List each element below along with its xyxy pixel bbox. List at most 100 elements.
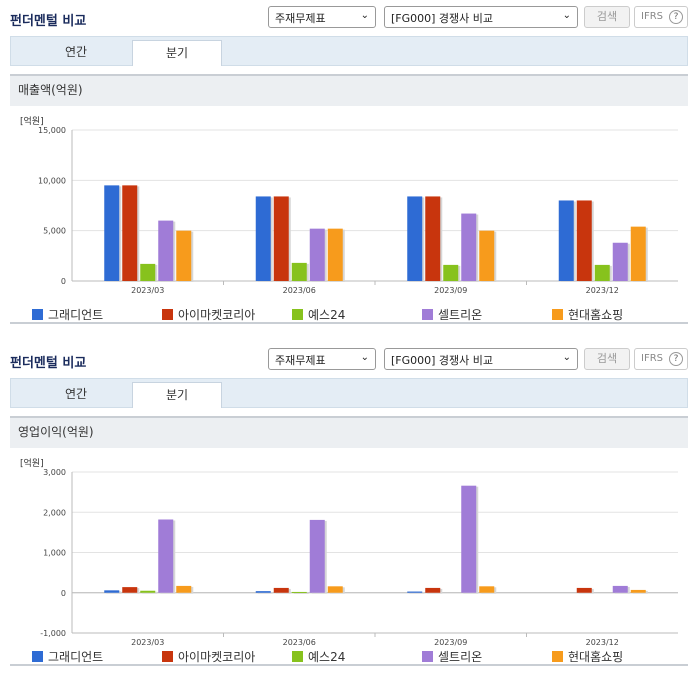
bar bbox=[461, 213, 477, 281]
x-tick-label: 2023/09 bbox=[434, 286, 467, 295]
legend-label: 예스24 bbox=[308, 308, 346, 322]
ifrs-button[interactable]: IFRS ? bbox=[634, 6, 688, 28]
section-header: 펀더멘털 비교 주재무제표 ⌄ [FG000] 경쟁사 비교 ⌄ 검색 IFRS… bbox=[0, 342, 696, 378]
section-revenue: 펀더멘털 비교 주재무제표 ⌄ [FG000] 경쟁사 비교 ⌄ 검색 IFRS… bbox=[0, 0, 696, 324]
ifrs-button[interactable]: IFRS ? bbox=[634, 348, 688, 370]
bar bbox=[104, 590, 120, 593]
theme-select[interactable]: 주재무제표 ⌄ bbox=[268, 348, 376, 370]
theme-select-value: 주재무제표 bbox=[275, 354, 326, 367]
tab-quarterly[interactable]: 분기 bbox=[132, 40, 222, 66]
help-icon[interactable]: ? bbox=[669, 10, 683, 24]
x-tick-label: 2023/12 bbox=[586, 638, 619, 646]
chart-legend: 그래디언트 아이마켓코리아 예스24 셀트리온 현대홈쇼핑 bbox=[10, 646, 688, 666]
bar bbox=[176, 230, 192, 281]
y-tick-label: 0 bbox=[61, 277, 66, 286]
theme-select[interactable]: 주재무제표 ⌄ bbox=[268, 6, 376, 28]
bar bbox=[273, 587, 289, 593]
section-title: 펀더멘털 비교 bbox=[10, 14, 87, 29]
section-title: 펀더멘털 비교 bbox=[10, 356, 87, 371]
bar bbox=[425, 196, 441, 281]
bar bbox=[327, 228, 343, 281]
ifrs-label: IFRS bbox=[641, 11, 663, 22]
legend-item[interactable]: 아이마켓코리아 bbox=[162, 306, 255, 323]
chevron-down-icon: ⌄ bbox=[360, 352, 369, 363]
y-tick-label: 3,000 bbox=[43, 468, 66, 477]
bar bbox=[594, 264, 610, 281]
bar bbox=[558, 200, 574, 281]
bar bbox=[291, 591, 307, 593]
legend-item[interactable]: 아이마켓코리아 bbox=[162, 648, 255, 665]
legend-swatch bbox=[292, 309, 303, 320]
bar bbox=[407, 196, 423, 281]
unit-label: [억원] bbox=[20, 457, 44, 469]
section-operating-profit: 펀더멘털 비교 주재무제표 ⌄ [FG000] 경쟁사 비교 ⌄ 검색 IFRS… bbox=[0, 342, 696, 666]
bar bbox=[407, 591, 423, 593]
legend-swatch bbox=[552, 309, 563, 320]
legend-item[interactable]: 그래디언트 bbox=[32, 648, 103, 665]
chart-title: 영업이익(억원) bbox=[10, 416, 688, 448]
y-tick-label: 15,000 bbox=[38, 126, 66, 135]
bar bbox=[273, 196, 289, 281]
bar bbox=[291, 262, 307, 281]
bar bbox=[309, 228, 325, 281]
bar bbox=[425, 587, 441, 593]
bar bbox=[576, 587, 592, 593]
search-button[interactable]: 검색 bbox=[584, 6, 630, 28]
group-select[interactable]: [FG000] 경쟁사 비교 ⌄ bbox=[384, 348, 578, 370]
legend-label: 아이마켓코리아 bbox=[178, 650, 256, 664]
bar-shadow bbox=[257, 592, 273, 594]
legend-label: 현대홈쇼핑 bbox=[568, 308, 624, 322]
group-select[interactable]: [FG000] 경쟁사 비교 ⌄ bbox=[384, 6, 578, 28]
legend-swatch bbox=[422, 651, 433, 662]
y-tick-label: -1,000 bbox=[40, 629, 66, 638]
y-tick-label: 5,000 bbox=[43, 227, 66, 236]
legend-label: 셀트리온 bbox=[438, 650, 483, 664]
legend-item[interactable]: 현대홈쇼핑 bbox=[552, 306, 623, 323]
bar bbox=[461, 485, 477, 593]
x-tick-label: 2023/09 bbox=[434, 638, 467, 646]
legend-swatch bbox=[552, 651, 563, 662]
group-select-value: [FG000] 경쟁사 비교 bbox=[391, 354, 494, 367]
legend-label: 셀트리온 bbox=[438, 308, 483, 322]
tab-annual[interactable]: 연간 bbox=[64, 45, 88, 59]
legend-item[interactable]: 예스24 bbox=[292, 306, 345, 323]
y-tick-label: 1,000 bbox=[43, 549, 66, 558]
legend-item[interactable]: 셀트리온 bbox=[422, 306, 482, 323]
legend-swatch bbox=[422, 309, 433, 320]
theme-select-value: 주재무제표 bbox=[275, 12, 326, 25]
chart-legend: 그래디언트 아이마켓코리아 예스24 셀트리온 현대홈쇼핑 bbox=[10, 304, 688, 324]
chevron-down-icon: ⌄ bbox=[360, 10, 369, 21]
bar bbox=[140, 263, 156, 281]
period-tabs: 연간 분기 bbox=[10, 36, 688, 66]
bar bbox=[479, 230, 495, 281]
x-tick-label: 2023/03 bbox=[131, 638, 164, 646]
bar bbox=[576, 200, 592, 281]
bar bbox=[327, 586, 343, 593]
bar bbox=[309, 519, 325, 593]
legend-item[interactable]: 현대홈쇼핑 bbox=[552, 648, 623, 665]
group-select-value: [FG000] 경쟁사 비교 bbox=[391, 12, 494, 25]
tab-quarterly[interactable]: 분기 bbox=[132, 382, 222, 408]
legend-item[interactable]: 그래디언트 bbox=[32, 306, 103, 323]
bar bbox=[443, 264, 459, 281]
ifrs-label: IFRS bbox=[641, 353, 663, 364]
legend-swatch bbox=[32, 651, 43, 662]
period-tabs: 연간 분기 bbox=[10, 378, 688, 408]
x-tick-label: 2023/03 bbox=[131, 286, 164, 295]
legend-label: 아이마켓코리아 bbox=[178, 308, 256, 322]
revenue-chart: [억원] 0 5,000 10,000 15,000 2023/03 2023/06 2023… bbox=[10, 106, 688, 304]
bar bbox=[255, 196, 271, 281]
search-button[interactable]: 검색 bbox=[584, 348, 630, 370]
x-tick-label: 2023/06 bbox=[283, 286, 316, 295]
chevron-down-icon: ⌄ bbox=[562, 352, 571, 363]
legend-swatch bbox=[32, 309, 43, 320]
y-tick-label: 0 bbox=[61, 589, 66, 598]
bar bbox=[122, 587, 138, 593]
tab-annual[interactable]: 연간 bbox=[64, 387, 88, 401]
section-header: 펀더멘털 비교 주재무제표 ⌄ [FG000] 경쟁사 비교 ⌄ 검색 IFRS… bbox=[0, 0, 696, 36]
operating-profit-chart: [억원] -1,000 0 1,000 2,000 3,000 2023/03 2023/06… bbox=[10, 448, 688, 646]
chart-title: 매출액(억원) bbox=[10, 74, 688, 106]
legend-item[interactable]: 예스24 bbox=[292, 648, 345, 665]
help-icon[interactable]: ? bbox=[669, 352, 683, 366]
legend-item[interactable]: 셀트리온 bbox=[422, 648, 482, 665]
